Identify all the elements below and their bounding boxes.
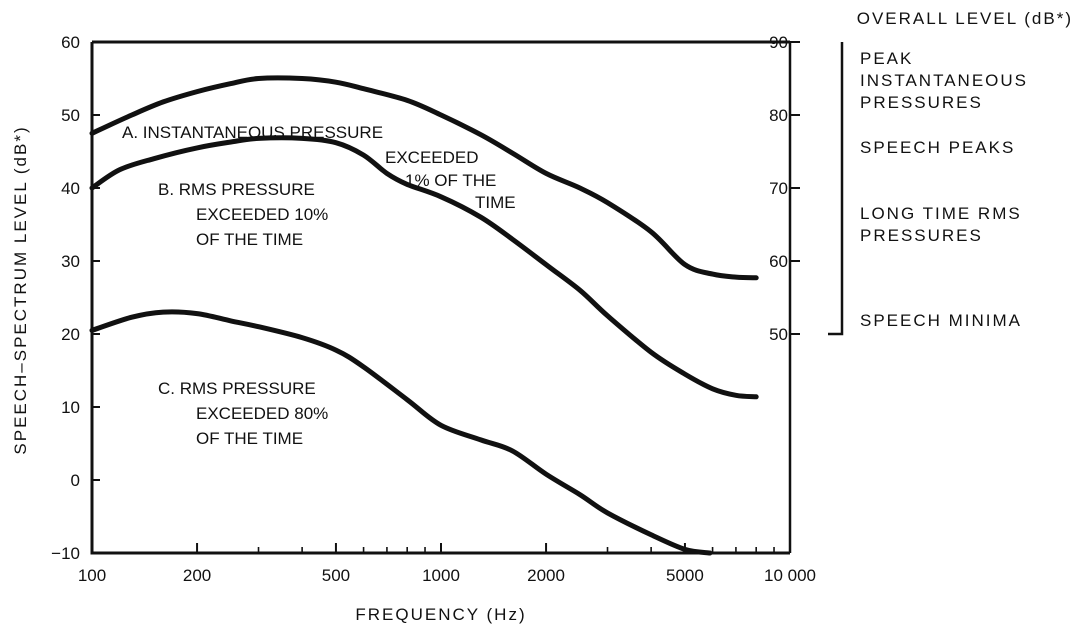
right-y-tick-label: 60 — [769, 252, 788, 271]
x-tick-label: 1000 — [422, 566, 460, 585]
series-c-label: EXCEEDED 80% — [196, 404, 328, 423]
x-tick-label: 200 — [183, 566, 211, 585]
right-y-tick-label: 90 — [769, 33, 788, 52]
series-b-label: B. RMS PRESSURE — [158, 180, 315, 199]
right-axis-title: OVERALL LEVEL (dB*) — [857, 9, 1073, 28]
right-y-tick-label: 50 — [769, 325, 788, 344]
y-tick-label: 10 — [61, 398, 80, 417]
y-tick-label: 0 — [71, 471, 80, 490]
right-side-label: INSTANTANEOUS — [860, 71, 1028, 90]
series-a-label: TIME — [475, 193, 516, 212]
series-c-label: OF THE TIME — [196, 429, 303, 448]
series-a-label: 1% OF THE — [405, 171, 496, 190]
y-tick-label: −10 — [51, 544, 80, 563]
series-b-line — [89, 135, 759, 400]
right-bracket — [828, 42, 844, 336]
x-tick-label: 2000 — [527, 566, 565, 585]
series-c-line — [89, 309, 713, 556]
x-tick-label: 100 — [78, 566, 106, 585]
y-tick-label: 40 — [61, 179, 80, 198]
series-a-line — [89, 75, 759, 281]
y-tick-label: 60 — [61, 33, 80, 52]
x-axis-title: FREQUENCY (Hz) — [355, 605, 526, 624]
x-tick-label: 500 — [322, 566, 350, 585]
x-tick-label: 5000 — [666, 566, 704, 585]
series-b-label: EXCEEDED 10% — [196, 205, 328, 224]
y-tick-label: 30 — [61, 252, 80, 271]
right-side-label: PRESSURES — [860, 93, 983, 112]
series-a-label: A. INSTANTANEOUS PRESSURE — [122, 123, 383, 142]
right-side-label: PRESSURES — [860, 226, 983, 245]
right-side-label: LONG TIME RMS — [860, 204, 1022, 223]
series-b-label: OF THE TIME — [196, 230, 303, 249]
right-y-tick-label: 80 — [769, 106, 788, 125]
right-side-label: SPEECH MINIMA — [860, 311, 1022, 330]
x-tick-label: 10 000 — [764, 566, 816, 585]
plot-frame — [90, 40, 790, 555]
y-axis-title: SPEECH–SPECTRUM LEVEL (dB*) — [11, 125, 30, 454]
y-tick-label: 20 — [61, 325, 80, 344]
right-y-tick-label: 70 — [769, 179, 788, 198]
right-side-label: PEAK — [860, 49, 913, 68]
right-side-label: SPEECH PEAKS — [860, 138, 1015, 157]
series-c-label: C. RMS PRESSURE — [158, 379, 316, 398]
y-tick-label: 50 — [61, 106, 80, 125]
series-a-label: EXCEEDED — [385, 148, 479, 167]
